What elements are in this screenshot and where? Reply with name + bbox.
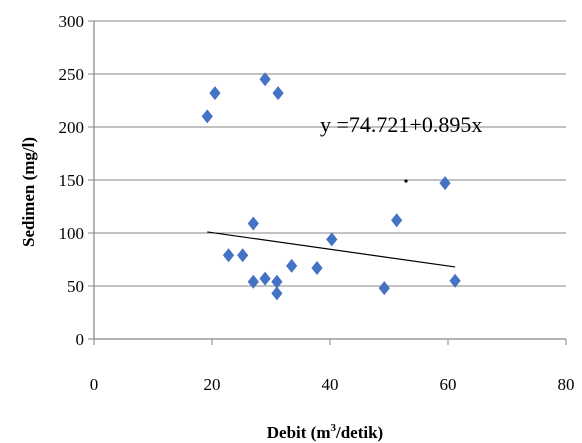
y-tick-label-100: 100 (59, 224, 85, 243)
data-point-15 (378, 281, 390, 296)
x-axis-title-sup: 3 (331, 422, 337, 434)
data-point-11 (286, 258, 298, 273)
data-point-16 (439, 176, 451, 191)
data-point-4 (247, 216, 259, 231)
data-point-14 (391, 213, 403, 228)
gridlines (88, 20, 567, 345)
y-tick-label-50: 50 (67, 277, 84, 296)
x-tick-label-80: 80 (558, 375, 575, 394)
data-point-10 (271, 286, 283, 301)
data-point-13 (326, 232, 338, 247)
data-point-3 (272, 86, 284, 101)
data-point-17 (449, 273, 461, 288)
trendline-equation: y =74.721+0.895x (320, 112, 482, 137)
data-point-2 (259, 72, 271, 87)
x-axis-title-end: /detik) (335, 423, 383, 442)
trendline (207, 231, 456, 268)
x-tick-labels: 0 20 40 60 80 (90, 375, 575, 394)
data-point-0 (201, 109, 213, 124)
x-tick-label-0: 0 (90, 375, 99, 394)
data-points (201, 72, 461, 301)
data-point-6 (237, 248, 249, 263)
data-point-1 (209, 86, 221, 101)
x-tick-label-60: 60 (440, 375, 457, 394)
y-tick-labels: 0 50 100 150 200 250 300 (59, 12, 85, 349)
x-axis-title-main: Debit (m (267, 423, 331, 442)
y-tick-label-150: 150 (59, 171, 85, 190)
data-point-5 (222, 248, 235, 263)
data-point-8 (259, 271, 271, 286)
y-axis-title: Sedimen (mg/l) (19, 137, 38, 247)
y-tick-label-0: 0 (76, 330, 85, 349)
equation-dot (404, 179, 408, 183)
y-tick-label-200: 200 (59, 118, 85, 137)
y-tick-label-250: 250 (59, 65, 85, 84)
x-tick-label-40: 40 (322, 375, 339, 394)
y-tick-label-300: 300 (59, 12, 85, 31)
data-point-9 (271, 274, 283, 289)
data-point-7 (247, 274, 259, 289)
x-axis-title: Debit (m3/detik) (267, 422, 383, 442)
data-point-12 (311, 260, 323, 275)
x-tick-label-20: 20 (204, 375, 221, 394)
